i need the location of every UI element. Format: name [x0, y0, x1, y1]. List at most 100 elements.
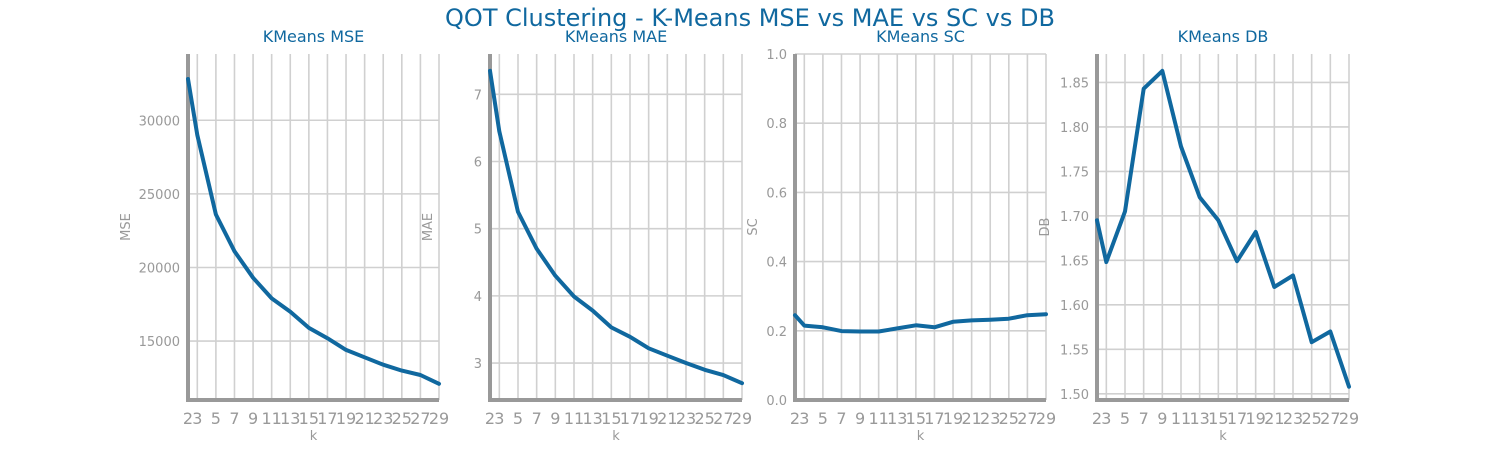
chart-1-xtick-label: 13: [582, 409, 602, 428]
chart-3-ylabel: DB: [1038, 218, 1053, 237]
chart-3-xlabel: k: [1219, 429, 1227, 444]
chart-1-xtick-label: 21: [657, 409, 677, 428]
chart-0-ytick-label: 30000: [139, 114, 180, 129]
chart-3-ytick-label: 1.85: [1060, 76, 1089, 91]
chart-1-ytick-label: 5: [474, 223, 482, 238]
chart-0-xtick-label: 9: [248, 409, 258, 428]
chart-2-xtick-label: 11: [868, 409, 888, 428]
chart-2-xtick-label: 29: [1036, 409, 1056, 428]
chart-0-xtick-label: 15: [299, 409, 319, 428]
chart-1-xtick-label: 23: [676, 409, 696, 428]
chart-1-xtick-label: 2: [485, 409, 495, 428]
chart-3-series-line: [1095, 68, 1351, 389]
chart-0-xtick-label: 2: [183, 409, 193, 428]
chart-3-title: KMeans DB: [1178, 27, 1269, 46]
db-panel: 1.501.551.601.651.701.751.801.852 3 5 7 9 111…: [1038, 27, 1359, 444]
chart-3-ytick-label: 1.70: [1060, 210, 1089, 225]
chart-3-ytick-label: 1.75: [1060, 165, 1089, 180]
chart-1-series-line: [488, 68, 744, 386]
chart-2-ytick-label: 0.2: [766, 325, 787, 340]
chart-3-xtick-label: 2: [1092, 409, 1102, 428]
chart-2-xtick-label: 15: [906, 409, 926, 428]
chart-3-ytick-label: 1.60: [1060, 299, 1089, 314]
chart-3-xtick-label: 23: [1283, 409, 1303, 428]
chart-2-ylabel: SC: [746, 218, 761, 235]
chart-2-ytick-label: 0.6: [766, 186, 787, 201]
chart-0-ytick-label: 20000: [139, 261, 180, 276]
chart-3-xtick-label: 25: [1301, 409, 1321, 428]
chart-1-xtick-label: 9: [550, 409, 560, 428]
chart-1-xtick-label: 19: [638, 409, 658, 428]
chart-1-ytick-label: 7: [474, 88, 482, 103]
chart-0-series-line: [186, 77, 441, 386]
chart-3-xtick-label: 9: [1157, 409, 1167, 428]
chart-3-xtick-label: 5: [1120, 409, 1130, 428]
chart-2-xtick-label: 23: [980, 409, 1000, 428]
chart-1-ylabel: MAE: [421, 213, 436, 241]
chart-1-ytick-label: 3: [474, 357, 482, 372]
chart-0-xlabel: k: [310, 429, 318, 444]
chart-2-xtick-label: 13: [887, 409, 907, 428]
chart-1-xtick-label: 25: [694, 409, 714, 428]
chart-0-xtick-label: 23: [373, 409, 393, 428]
chart-0-ytick-label: 25000: [139, 188, 180, 203]
chart-0-xtick-label: 3: [192, 409, 202, 428]
chart-1-ytick-label: 6: [474, 155, 482, 170]
chart-3-ytick-label: 1.50: [1060, 388, 1089, 403]
chart-2-ytick-label: 0.4: [766, 256, 787, 271]
chart-0-title: KMeans MSE: [263, 27, 365, 46]
chart-2-ytick-label: 1.0: [766, 48, 787, 63]
chart-0-xtick-label: 5: [211, 409, 221, 428]
chart-2-xtick-label: 3: [799, 409, 809, 428]
chart-2-xtick-label: 27: [1017, 409, 1037, 428]
chart-1-xlabel: k: [612, 429, 620, 444]
chart-3-ytick-label: 1.80: [1060, 121, 1089, 136]
chart-0-xtick-label: 21: [354, 409, 374, 428]
chart-2-xlabel: k: [917, 429, 925, 444]
chart-0-ylabel: MSE: [119, 213, 134, 241]
chart-0-xtick-label: 19: [336, 409, 356, 428]
chart-2-xtick-label: 25: [999, 409, 1019, 428]
chart-2-xtick-label: 17: [924, 409, 944, 428]
chart-1-xtick-label: 3: [494, 409, 504, 428]
chart-3-xtick-label: 3: [1101, 409, 1111, 428]
chart-3-xtick-label: 7: [1139, 409, 1149, 428]
chart-2-xtick-label: 5: [818, 409, 828, 428]
chart-2-xtick-label: 7: [836, 409, 846, 428]
chart-3-xtick-label: 29: [1339, 409, 1359, 428]
chart-0-xtick-label: 27: [410, 409, 430, 428]
chart-2-xtick-label: 9: [855, 409, 865, 428]
chart-0-xtick-label: 13: [280, 409, 300, 428]
chart-0-xtick-label: 7: [229, 409, 239, 428]
chart-1-xtick-label: 29: [732, 409, 752, 428]
chart-1-xtick-label: 7: [532, 409, 542, 428]
chart-1-xtick-label: 15: [601, 409, 621, 428]
chart-1-ytick-label: 4: [474, 290, 482, 305]
chart-3-ytick-label: 1.55: [1060, 343, 1089, 358]
chart-3-xtick-label: 27: [1320, 409, 1340, 428]
chart-0-xtick-label: 11: [261, 409, 281, 428]
chart-3-xtick-label: 13: [1189, 409, 1209, 428]
chart-1-xtick-label: 11: [564, 409, 584, 428]
chart-1-xtick-label: 27: [713, 409, 733, 428]
chart-2-series-line: [793, 312, 1048, 334]
chart-2-ytick-label: 0.0: [766, 394, 787, 409]
sc-panel: 0.00.20.40.60.81.02 3 5 7 9 11131517192123252…: [746, 27, 1056, 444]
chart-2-xtick-label: 21: [961, 409, 981, 428]
chart-2-ytick-label: 0.8: [766, 117, 787, 132]
chart-0-ytick-label: 15000: [139, 335, 180, 350]
chart-0-xtick-label: 17: [317, 409, 337, 428]
figure-title: QOT Clustering - K-Means MSE vs MAE vs S…: [445, 4, 1055, 32]
chart-3-xtick-label: 17: [1227, 409, 1247, 428]
chart-2-xtick-label: 2: [790, 409, 800, 428]
chart-0-xtick-label: 25: [392, 409, 412, 428]
chart-0-xtick-label: 29: [429, 409, 449, 428]
chart-1-title: KMeans MAE: [565, 27, 667, 46]
chart-3-xtick-label: 15: [1208, 409, 1228, 428]
chart-2-xtick-label: 19: [943, 409, 963, 428]
chart-3-xtick-label: 21: [1264, 409, 1284, 428]
chart-3-xtick-label: 11: [1171, 409, 1191, 428]
